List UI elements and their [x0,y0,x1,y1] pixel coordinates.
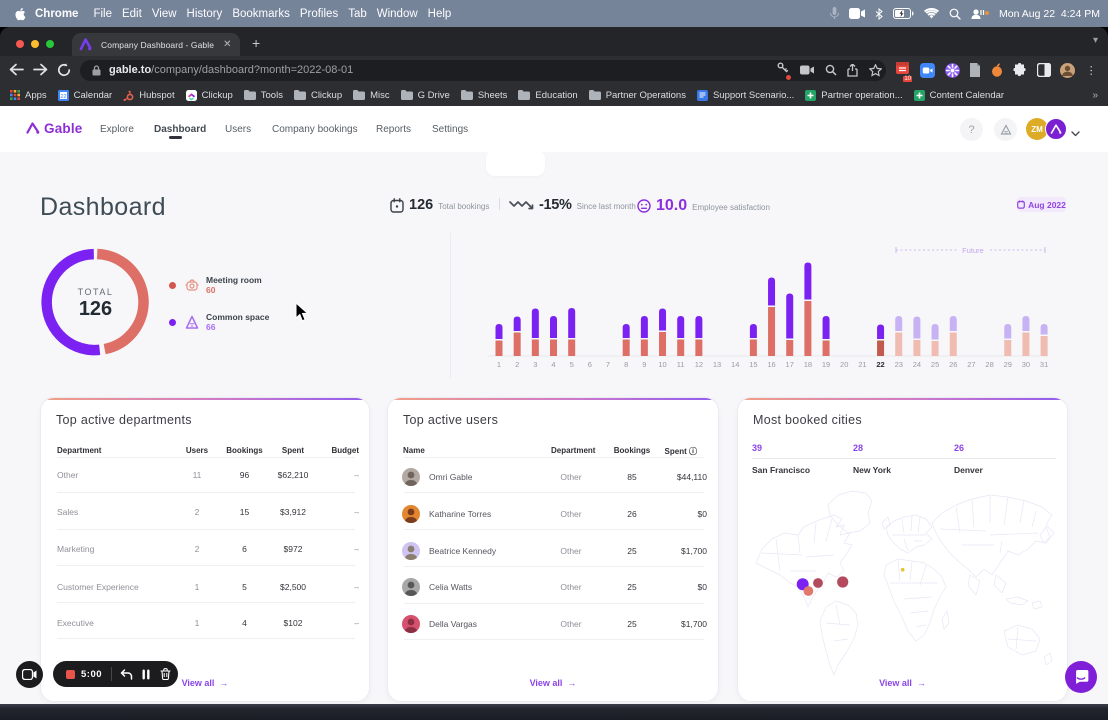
svg-text:9: 9 [642,360,646,369]
svg-text:Future: Future [962,246,984,255]
svg-text:12: 12 [695,360,703,369]
svg-text:4: 4 [551,360,555,369]
svg-text:8: 8 [624,360,628,369]
svg-text:22: 22 [60,93,66,99]
svg-text:15: 15 [749,360,757,369]
svg-text:5: 5 [570,360,574,369]
svg-text:16: 16 [767,360,775,369]
svg-text:126: 126 [79,298,112,320]
svg-text:27: 27 [967,360,975,369]
svg-text:TOTAL: TOTAL [78,287,114,297]
svg-text:19: 19 [822,360,830,369]
svg-text:29: 29 [1004,360,1012,369]
svg-text:31: 31 [1040,360,1048,369]
svg-text:30: 30 [1022,360,1030,369]
svg-text:13: 13 [713,360,721,369]
svg-text:23: 23 [895,360,903,369]
svg-text:24: 24 [913,360,921,369]
svg-text:18: 18 [804,360,812,369]
svg-text:11: 11 [677,360,685,369]
svg-text:17: 17 [786,360,794,369]
svg-text:22: 22 [876,360,884,369]
svg-text:26: 26 [949,360,957,369]
svg-text:6: 6 [588,360,592,369]
svg-text:14: 14 [731,360,739,369]
svg-text:25: 25 [931,360,939,369]
svg-text:10: 10 [658,360,666,369]
svg-text:2: 2 [515,360,519,369]
svg-text:1: 1 [497,360,501,369]
svg-text:20: 20 [840,360,848,369]
svg-text:21: 21 [858,360,866,369]
svg-text:?: ? [968,124,974,135]
svg-text:7: 7 [606,360,610,369]
svg-text:3: 3 [533,360,537,369]
svg-text:28: 28 [985,360,993,369]
